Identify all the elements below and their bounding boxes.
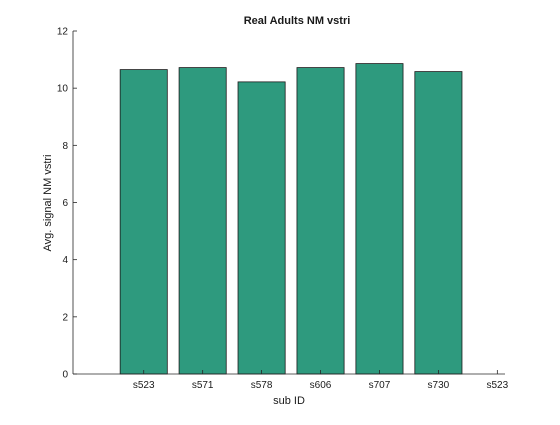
y-tick-label: 4 bbox=[62, 255, 68, 266]
bar-s571 bbox=[178, 67, 227, 375]
x-tick-label: s707 bbox=[369, 380, 391, 391]
bar-s730 bbox=[414, 71, 463, 375]
x-tick-label: s523 bbox=[486, 380, 508, 391]
x-tick-label: s730 bbox=[428, 380, 450, 391]
bar-s606 bbox=[296, 67, 345, 375]
x-tick-label: s523 bbox=[133, 380, 155, 391]
y-axis-label: Avg. signal NM vstri bbox=[42, 155, 54, 252]
y-tick-label: 0 bbox=[62, 370, 68, 381]
x-tick-label: s606 bbox=[310, 380, 332, 391]
y-tick-label: 8 bbox=[62, 141, 68, 152]
chart-title: Real Adults NM vstri bbox=[244, 15, 351, 27]
bar-s707 bbox=[355, 63, 404, 375]
x-axis-label: sub ID bbox=[273, 395, 305, 407]
bar-s523 bbox=[119, 69, 168, 375]
x-tick-label: s571 bbox=[192, 380, 214, 391]
x-tick-label: s578 bbox=[251, 380, 273, 391]
y-tick-label: 2 bbox=[62, 312, 68, 323]
bar-s578 bbox=[237, 81, 286, 375]
y-tick-label: 10 bbox=[57, 84, 69, 95]
y-tick-label: 12 bbox=[57, 27, 69, 38]
y-tick-label: 6 bbox=[62, 198, 68, 209]
